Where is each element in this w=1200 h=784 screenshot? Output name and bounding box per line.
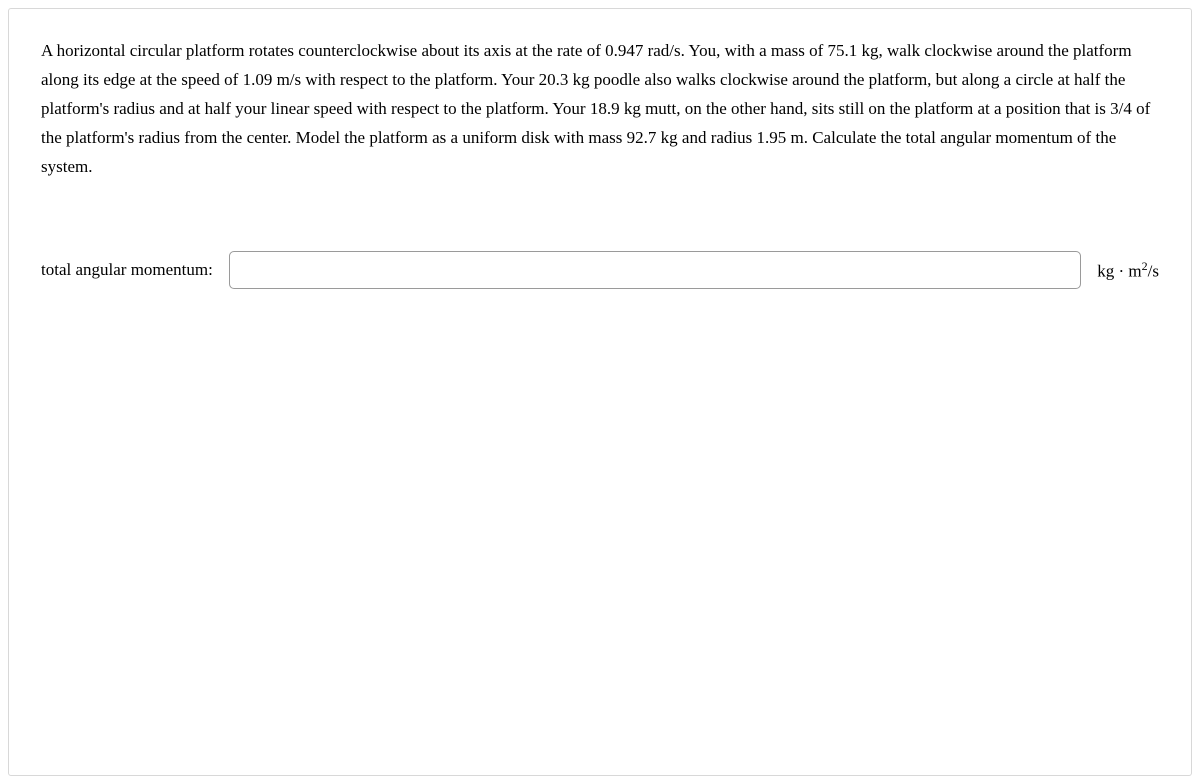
answer-label: total angular momentum: [41, 260, 213, 280]
units-prefix: kg · m [1097, 262, 1141, 281]
answer-input[interactable] [229, 251, 1081, 289]
question-container: A horizontal circular platform rotates c… [8, 8, 1192, 776]
answer-row: total angular momentum: kg · m2/s [41, 251, 1159, 289]
question-text: A horizontal circular platform rotates c… [41, 37, 1159, 181]
answer-units: kg · m2/s [1097, 259, 1159, 282]
units-suffix: /s [1148, 262, 1159, 281]
